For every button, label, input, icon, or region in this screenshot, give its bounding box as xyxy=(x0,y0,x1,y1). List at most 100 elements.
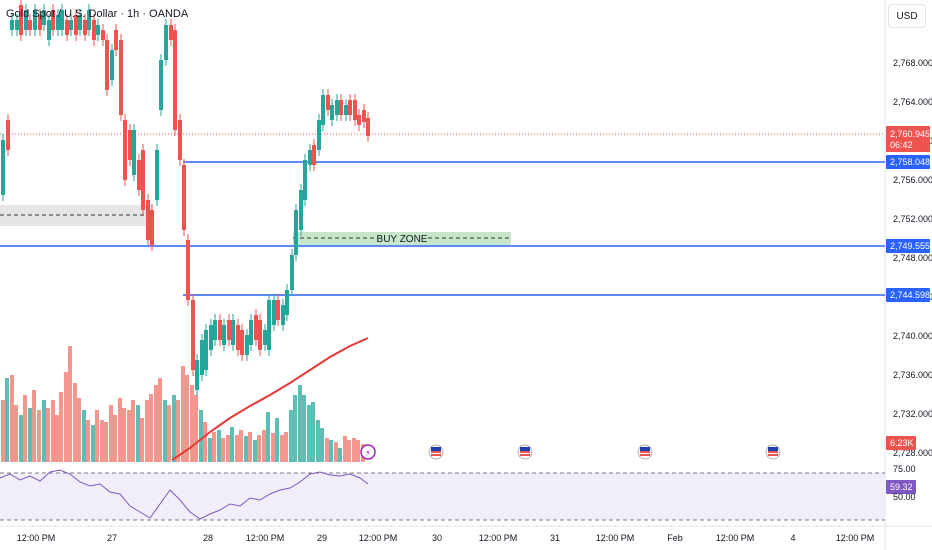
candle-body[interactable] xyxy=(74,15,78,35)
candle-body[interactable] xyxy=(339,100,343,115)
candle-body[interactable] xyxy=(299,190,303,230)
candle-body[interactable] xyxy=(38,15,42,30)
candle-body[interactable] xyxy=(114,30,118,50)
candle-body[interactable] xyxy=(10,20,14,30)
candle-body[interactable] xyxy=(294,210,298,255)
candle-body[interactable] xyxy=(159,60,163,110)
candle-body[interactable] xyxy=(42,10,46,25)
candle-body[interactable] xyxy=(141,150,145,210)
candle-body[interactable] xyxy=(83,20,87,35)
candle-body[interactable] xyxy=(258,320,262,350)
level-2-label: 2,749.555 xyxy=(886,239,930,253)
currency-button[interactable]: USD xyxy=(888,4,926,28)
candle-body[interactable] xyxy=(362,110,366,122)
candles[interactable] xyxy=(1,0,370,396)
candle-body[interactable] xyxy=(60,10,64,30)
lightning-icon[interactable] xyxy=(360,444,376,460)
candle-body[interactable] xyxy=(344,105,348,115)
volume-bar xyxy=(122,408,126,462)
candle-body[interactable] xyxy=(290,255,294,290)
candle-body[interactable] xyxy=(150,210,154,245)
candle-body[interactable] xyxy=(119,40,123,115)
candle-body[interactable] xyxy=(105,40,109,90)
candle-body[interactable] xyxy=(56,15,60,30)
candle-body[interactable] xyxy=(146,200,150,240)
candle-body[interactable] xyxy=(47,20,51,40)
candle-body[interactable] xyxy=(285,290,289,315)
candle-body[interactable] xyxy=(245,335,249,355)
candle-body[interactable] xyxy=(15,20,19,30)
candle-body[interactable] xyxy=(28,20,32,30)
candle-body[interactable] xyxy=(33,10,37,30)
event-markers[interactable]: ⚡ xyxy=(360,444,781,460)
candle-body[interactable] xyxy=(178,120,182,160)
candle-body[interactable] xyxy=(51,10,55,30)
candle-body[interactable] xyxy=(78,15,82,30)
candle-body[interactable] xyxy=(101,30,105,40)
candle-body[interactable] xyxy=(281,305,285,325)
candle-body[interactable] xyxy=(308,150,312,165)
candle-body[interactable] xyxy=(204,330,208,370)
candle-body[interactable] xyxy=(137,160,141,190)
candle-body[interactable] xyxy=(123,120,127,180)
candle-body[interactable] xyxy=(276,300,280,320)
candle-body[interactable] xyxy=(191,300,195,370)
candle-body[interactable] xyxy=(254,315,258,340)
candle-body[interactable] xyxy=(69,20,73,30)
candle-body[interactable] xyxy=(186,240,190,300)
volume-bar xyxy=(230,427,234,462)
candle-body[interactable] xyxy=(1,140,5,195)
candle-body[interactable] xyxy=(267,300,271,350)
candle-body[interactable] xyxy=(164,25,168,60)
candle-body[interactable] xyxy=(110,50,114,80)
candle-body[interactable] xyxy=(169,25,173,40)
price-axis[interactable]: 2,768.0002,764.0002,760.0002,756.0002,75… xyxy=(893,58,932,458)
candle-body[interactable] xyxy=(231,320,235,345)
candle-body[interactable] xyxy=(6,120,10,150)
candle-body[interactable] xyxy=(24,10,28,30)
candle-body[interactable] xyxy=(321,95,325,125)
candle-body[interactable] xyxy=(357,115,361,125)
candle-body[interactable] xyxy=(272,300,276,325)
candle-body[interactable] xyxy=(200,340,204,375)
candle-body[interactable] xyxy=(65,20,69,35)
resistance-zone[interactable] xyxy=(0,205,152,226)
rsi-value: 59.32 xyxy=(890,482,913,492)
candle-body[interactable] xyxy=(227,320,231,340)
candle-body[interactable] xyxy=(92,20,96,40)
candle-body[interactable] xyxy=(249,320,253,345)
candle-body[interactable] xyxy=(366,118,370,136)
candle-body[interactable] xyxy=(218,320,222,340)
candle-body[interactable] xyxy=(87,10,91,30)
candle-body[interactable] xyxy=(155,150,159,200)
time-axis[interactable]: 12:00 PM 27 28 12:00 PM 29 12:00 PM 30 12:00 PM… xyxy=(17,533,875,543)
candle-body[interactable] xyxy=(326,95,330,110)
candle-body[interactable] xyxy=(19,5,23,35)
candle-body[interactable] xyxy=(128,130,132,160)
candle-body[interactable] xyxy=(335,100,339,115)
rsi-pane[interactable] xyxy=(0,469,885,521)
candle-body[interactable] xyxy=(348,100,352,115)
candle-body[interactable] xyxy=(263,330,267,345)
price-tick-label: 2,748.000 xyxy=(893,253,932,263)
candle-body[interactable] xyxy=(132,130,136,175)
candle-body[interactable] xyxy=(209,325,213,350)
buy-zone[interactable] xyxy=(293,232,511,245)
candle-body[interactable] xyxy=(240,330,244,355)
candle-body[interactable] xyxy=(182,165,186,230)
candle-body[interactable] xyxy=(213,320,217,340)
candle-body[interactable] xyxy=(173,30,177,130)
candle-body[interactable] xyxy=(222,325,226,345)
candle-body[interactable] xyxy=(312,145,316,165)
volume-bar xyxy=(302,395,306,462)
candle-body[interactable] xyxy=(330,105,334,120)
candle-body[interactable] xyxy=(236,325,240,350)
symbol-title[interactable]: Gold Spot / U.S. Dollar · 1h · OANDA xyxy=(6,8,189,20)
volume-bar xyxy=(190,385,194,462)
candle-body[interactable] xyxy=(96,25,100,35)
candle-body[interactable] xyxy=(195,360,199,390)
candle-body[interactable] xyxy=(317,120,321,150)
candle-body[interactable] xyxy=(303,160,307,200)
candle-body[interactable] xyxy=(353,100,357,120)
